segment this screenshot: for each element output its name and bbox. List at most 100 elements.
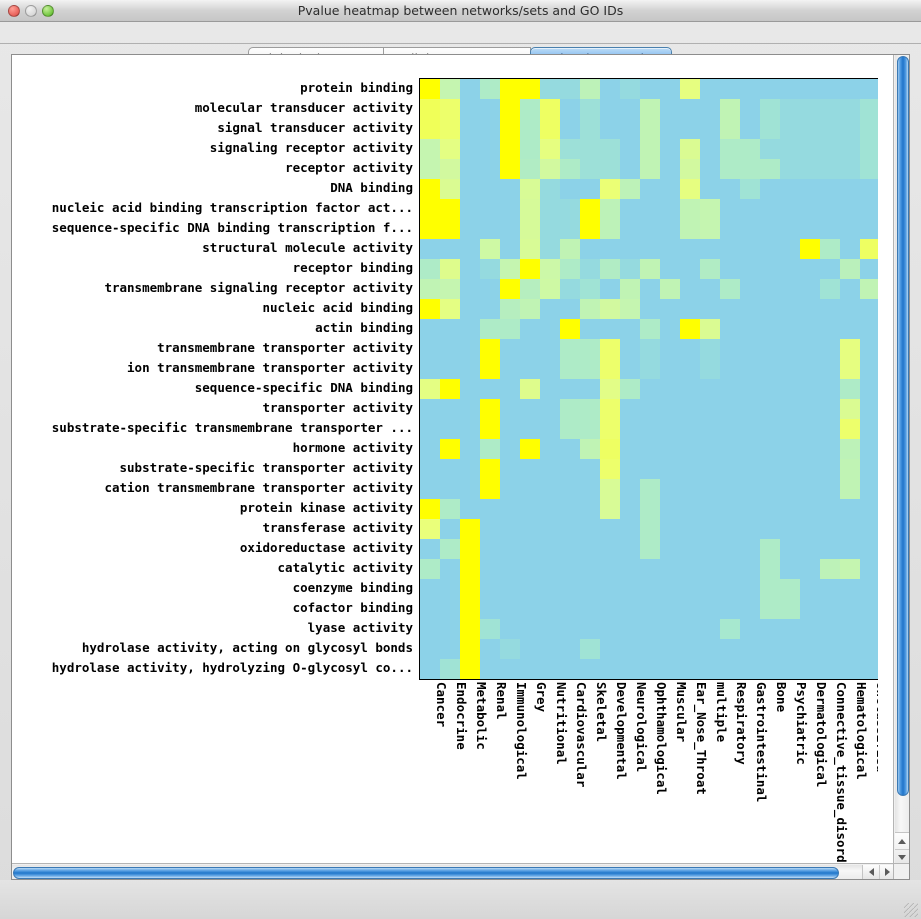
- heatmap-cell[interactable]: [460, 239, 480, 259]
- heatmap-cell[interactable]: [760, 519, 780, 539]
- heatmap-cell[interactable]: [560, 519, 580, 539]
- heatmap-cell[interactable]: [560, 559, 580, 579]
- heatmap-cell[interactable]: [460, 419, 480, 439]
- heatmap-cell[interactable]: [540, 499, 560, 519]
- heatmap-cell[interactable]: [560, 219, 580, 239]
- heatmap-cell[interactable]: [520, 99, 540, 119]
- horizontal-scrollbar-track[interactable]: [12, 865, 863, 879]
- heatmap-cell[interactable]: [820, 199, 840, 219]
- heatmap-cell[interactable]: [460, 319, 480, 339]
- heatmap-cell[interactable]: [700, 319, 720, 339]
- heatmap-cell[interactable]: [460, 579, 480, 599]
- heatmap-cell[interactable]: [660, 539, 680, 559]
- heatmap-cell[interactable]: [860, 279, 878, 299]
- heatmap-cell[interactable]: [720, 259, 740, 279]
- heatmap-cell[interactable]: [560, 139, 580, 159]
- heatmap-cell[interactable]: [600, 259, 620, 279]
- heatmap-cell[interactable]: [600, 619, 620, 639]
- heatmap-cell[interactable]: [860, 199, 878, 219]
- heatmap-cell[interactable]: [600, 579, 620, 599]
- heatmap-cell[interactable]: [520, 439, 540, 459]
- heatmap-cell[interactable]: [740, 279, 760, 299]
- heatmap-cell[interactable]: [480, 79, 500, 99]
- heatmap-cell[interactable]: [620, 139, 640, 159]
- heatmap-cell[interactable]: [460, 599, 480, 619]
- heatmap-cell[interactable]: [780, 659, 800, 679]
- heatmap-cell[interactable]: [460, 559, 480, 579]
- heatmap-cell[interactable]: [820, 539, 840, 559]
- heatmap-cell[interactable]: [700, 219, 720, 239]
- heatmap-cell[interactable]: [700, 139, 720, 159]
- heatmap-cell[interactable]: [420, 179, 440, 199]
- heatmap-cell[interactable]: [840, 99, 860, 119]
- heatmap-cell[interactable]: [860, 119, 878, 139]
- heatmap-cell[interactable]: [700, 279, 720, 299]
- heatmap-cell[interactable]: [620, 519, 640, 539]
- heatmap-cell[interactable]: [520, 219, 540, 239]
- heatmap-cell[interactable]: [460, 199, 480, 219]
- heatmap-cell[interactable]: [800, 319, 820, 339]
- heatmap-cell[interactable]: [740, 219, 760, 239]
- heatmap-cell[interactable]: [660, 639, 680, 659]
- heatmap-cell[interactable]: [600, 459, 620, 479]
- heatmap-cell[interactable]: [420, 259, 440, 279]
- heatmap-cell[interactable]: [620, 439, 640, 459]
- heatmap-cell[interactable]: [840, 579, 860, 599]
- heatmap-cell[interactable]: [860, 399, 878, 419]
- heatmap-cell[interactable]: [820, 79, 840, 99]
- heatmap-cell[interactable]: [760, 479, 780, 499]
- heatmap-cell[interactable]: [420, 639, 440, 659]
- heatmap-cell[interactable]: [600, 239, 620, 259]
- heatmap-cell[interactable]: [680, 639, 700, 659]
- heatmap-cell[interactable]: [660, 279, 680, 299]
- heatmap-cell[interactable]: [520, 599, 540, 619]
- heatmap-cell[interactable]: [480, 379, 500, 399]
- heatmap-cell[interactable]: [680, 379, 700, 399]
- heatmap-cell[interactable]: [580, 499, 600, 519]
- heatmap-cell[interactable]: [820, 399, 840, 419]
- heatmap-cell[interactable]: [580, 219, 600, 239]
- heatmap-cell[interactable]: [700, 359, 720, 379]
- heatmap-cell[interactable]: [820, 559, 840, 579]
- heatmap-cell[interactable]: [660, 179, 680, 199]
- heatmap-cell[interactable]: [540, 339, 560, 359]
- heatmap-cell[interactable]: [620, 339, 640, 359]
- heatmap-cell[interactable]: [640, 399, 660, 419]
- heatmap-cell[interactable]: [580, 599, 600, 619]
- heatmap-cell[interactable]: [540, 219, 560, 239]
- heatmap-cell[interactable]: [760, 599, 780, 619]
- heatmap-cell[interactable]: [760, 199, 780, 219]
- heatmap-cell[interactable]: [820, 479, 840, 499]
- heatmap-cell[interactable]: [660, 579, 680, 599]
- heatmap-cell[interactable]: [440, 639, 460, 659]
- heatmap-cell[interactable]: [680, 159, 700, 179]
- heatmap-cell[interactable]: [640, 539, 660, 559]
- heatmap-cell[interactable]: [440, 479, 460, 499]
- heatmap-cell[interactable]: [420, 579, 440, 599]
- heatmap-cell[interactable]: [760, 319, 780, 339]
- heatmap-cell[interactable]: [560, 179, 580, 199]
- heatmap-cell[interactable]: [580, 99, 600, 119]
- heatmap-cell[interactable]: [440, 319, 460, 339]
- heatmap-cell[interactable]: [420, 359, 440, 379]
- heatmap-cell[interactable]: [780, 539, 800, 559]
- heatmap-cell[interactable]: [480, 319, 500, 339]
- heatmap-cell[interactable]: [540, 619, 560, 639]
- heatmap-cell[interactable]: [740, 639, 760, 659]
- heatmap-cell[interactable]: [540, 579, 560, 599]
- heatmap-cell[interactable]: [800, 519, 820, 539]
- heatmap-cell[interactable]: [580, 319, 600, 339]
- heatmap-cell[interactable]: [580, 459, 600, 479]
- heatmap-cell[interactable]: [440, 279, 460, 299]
- heatmap-cell[interactable]: [840, 379, 860, 399]
- heatmap-cell[interactable]: [480, 579, 500, 599]
- heatmap-cell[interactable]: [780, 379, 800, 399]
- heatmap-cell[interactable]: [460, 459, 480, 479]
- heatmap-cell[interactable]: [420, 619, 440, 639]
- heatmap-cell[interactable]: [660, 659, 680, 679]
- heatmap-cell[interactable]: [500, 319, 520, 339]
- heatmap-cell[interactable]: [640, 619, 660, 639]
- heatmap-cell[interactable]: [720, 399, 740, 419]
- minimize-button[interactable]: [25, 5, 37, 17]
- heatmap-cell[interactable]: [500, 639, 520, 659]
